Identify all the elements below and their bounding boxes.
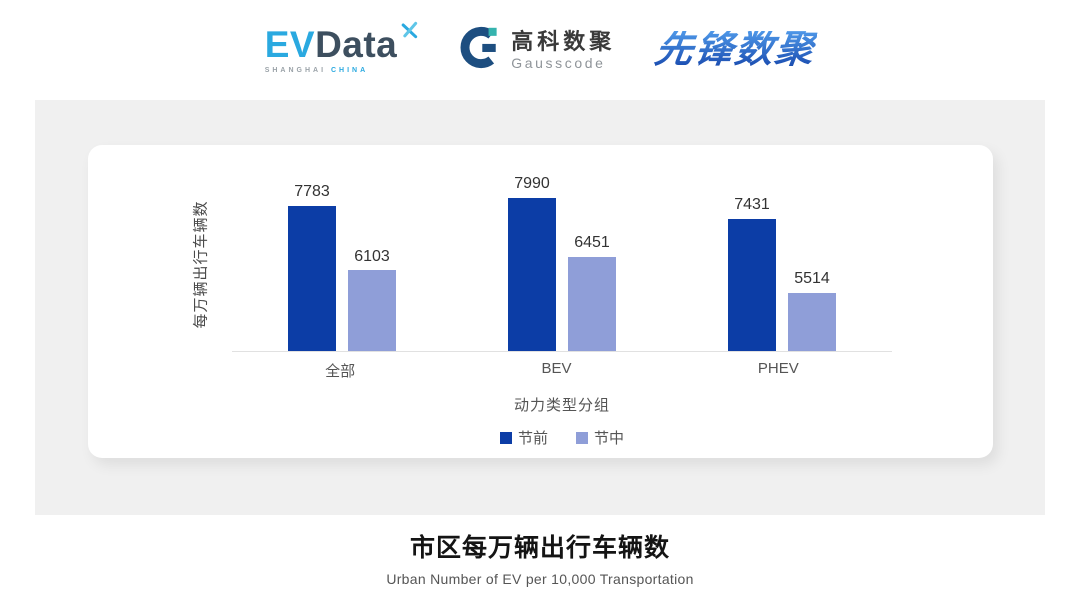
evdata-logo-ev-text: EV xyxy=(264,24,316,65)
y-axis-title: 每万辆出行车辆数 xyxy=(192,200,210,329)
bar xyxy=(288,205,336,351)
bar xyxy=(508,197,556,351)
legend-label: 节中 xyxy=(594,430,625,447)
gausscode-logo: 高科数聚 Gausscode xyxy=(459,26,615,74)
bar xyxy=(348,270,396,351)
legend-swatch xyxy=(499,431,512,444)
gausscode-en-name: Gausscode xyxy=(511,54,606,71)
bar-value-label: 7990 xyxy=(514,174,550,192)
legend-item: 节前 xyxy=(499,427,548,448)
gausscode-cn-name: 高科数聚 xyxy=(511,29,616,55)
header-logos: EV Data SHANGHAI CHINA 高科数聚 Gausscode xyxy=(0,0,1080,100)
chart-subtitle: Urban Number of EV per 10,000 Transporta… xyxy=(386,571,694,587)
bar xyxy=(728,219,776,351)
bar-with-label: 6103 xyxy=(348,248,396,351)
category-label: PHEV xyxy=(757,360,799,377)
category-label: 全部 xyxy=(325,363,356,380)
evdata-logo-data-text: Data xyxy=(315,24,398,65)
legend: 节前 节中 xyxy=(232,427,892,448)
caption: 市区每万辆出行车辆数 Urban Number of EV per 10,000… xyxy=(0,528,1080,587)
legend-label: 节前 xyxy=(517,430,548,447)
evdata-x-icon xyxy=(399,20,419,44)
bar xyxy=(568,256,616,351)
chart-card: 每万辆出行车辆数 7783 6103 7990 6451 7431 5514 全部 BEV P… xyxy=(88,145,993,458)
bar-group: 7990 6451 xyxy=(508,175,616,351)
gausscode-g-icon xyxy=(459,26,502,74)
x-axis-title: 动力类型分组 xyxy=(513,397,610,414)
bar-with-label: 6451 xyxy=(568,234,616,351)
evdata-logo-subtitle: SHANGHAI CHINA xyxy=(265,67,420,74)
category-labels: 全部 BEV PHEV xyxy=(232,360,892,381)
legend-swatch xyxy=(576,431,588,444)
bar-value-label: 6103 xyxy=(354,247,390,265)
bar-value-label: 7783 xyxy=(294,182,330,200)
bar-value-label: 6451 xyxy=(574,234,610,252)
bar-value-label: 5514 xyxy=(794,270,830,288)
bar-with-label: 7990 xyxy=(508,175,556,351)
bar-value-label: 7431 xyxy=(734,196,770,214)
bar xyxy=(788,292,836,351)
legend-item: 节中 xyxy=(576,427,624,448)
bar-group: 7431 5514 xyxy=(728,196,836,351)
evdata-shanghai-text: SHANGHAI xyxy=(264,67,327,74)
bar-with-label: 7431 xyxy=(728,196,776,351)
evdata-china-text: CHINA xyxy=(331,67,369,74)
bar-with-label: 5514 xyxy=(788,270,836,351)
xianfeng-logo: 先锋数聚 xyxy=(652,29,819,71)
category-label: BEV xyxy=(541,360,572,377)
bar-with-label: 7783 xyxy=(288,183,336,351)
bar-chart: 每万辆出行车辆数 7783 6103 7990 6451 7431 5514 全部 BEV P… xyxy=(88,145,993,458)
evdata-logo: EV Data SHANGHAI CHINA xyxy=(264,21,420,74)
plot-area: 7783 6103 7990 6451 7431 5514 xyxy=(232,175,892,352)
bar-group: 7783 6103 xyxy=(288,183,396,351)
chart-panel: 每万辆出行车辆数 7783 6103 7990 6451 7431 5514 全部 BEV P… xyxy=(35,100,1045,515)
chart-title: 市区每万辆出行车辆数 xyxy=(409,534,670,562)
